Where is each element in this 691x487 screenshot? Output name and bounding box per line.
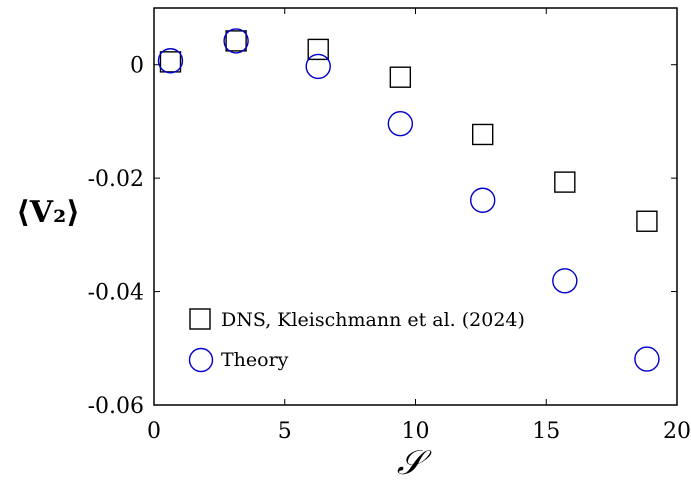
x-tick-label: 10 (402, 419, 430, 444)
y-tick-label: -0.06 (88, 394, 144, 419)
dns-data-point (225, 30, 247, 52)
x-tick-label: 20 (663, 419, 691, 444)
dns-data-point (472, 123, 494, 146)
theory-data-point (634, 346, 660, 372)
theory-data-point (305, 53, 331, 80)
y-tick-label: -0.04 (88, 281, 144, 306)
theory-data-point (470, 187, 496, 213)
data-marks (157, 28, 660, 372)
dns-data-point (554, 171, 576, 193)
dns-data-point (307, 38, 329, 61)
x-tick-label: 0 (147, 419, 161, 444)
x-tick-label: 5 (278, 419, 292, 444)
theory-data-point (157, 48, 184, 74)
theory-data-point (223, 28, 249, 54)
legend-label-dns: DNS, Kleischmann et al. (2024) (221, 309, 525, 331)
dns-data-point (636, 210, 658, 232)
dns-data-point (159, 51, 182, 73)
legend-marker-dns (189, 308, 211, 330)
plot-area (153, 7, 678, 406)
y-tick-label: -0.02 (88, 167, 144, 192)
theory-data-point (387, 110, 414, 137)
x-axis-label: 𝒮 (397, 443, 432, 483)
dns-data-point (389, 66, 412, 88)
y-tick-label: 0 (130, 54, 144, 79)
legend-label-theory: Theory (221, 349, 289, 371)
x-tick-label: 15 (532, 419, 560, 444)
theory-data-point (552, 268, 578, 294)
y-axis-label: ⟨V₂⟩ (16, 195, 80, 230)
legend-marker-theory (188, 347, 214, 373)
axis-ticks: 0 5 10 15 20 -0.06 -0.04 -0.02 0 (88, 8, 691, 444)
legend: DNS, Kleischmann et al. (2024) Theory (188, 308, 525, 373)
